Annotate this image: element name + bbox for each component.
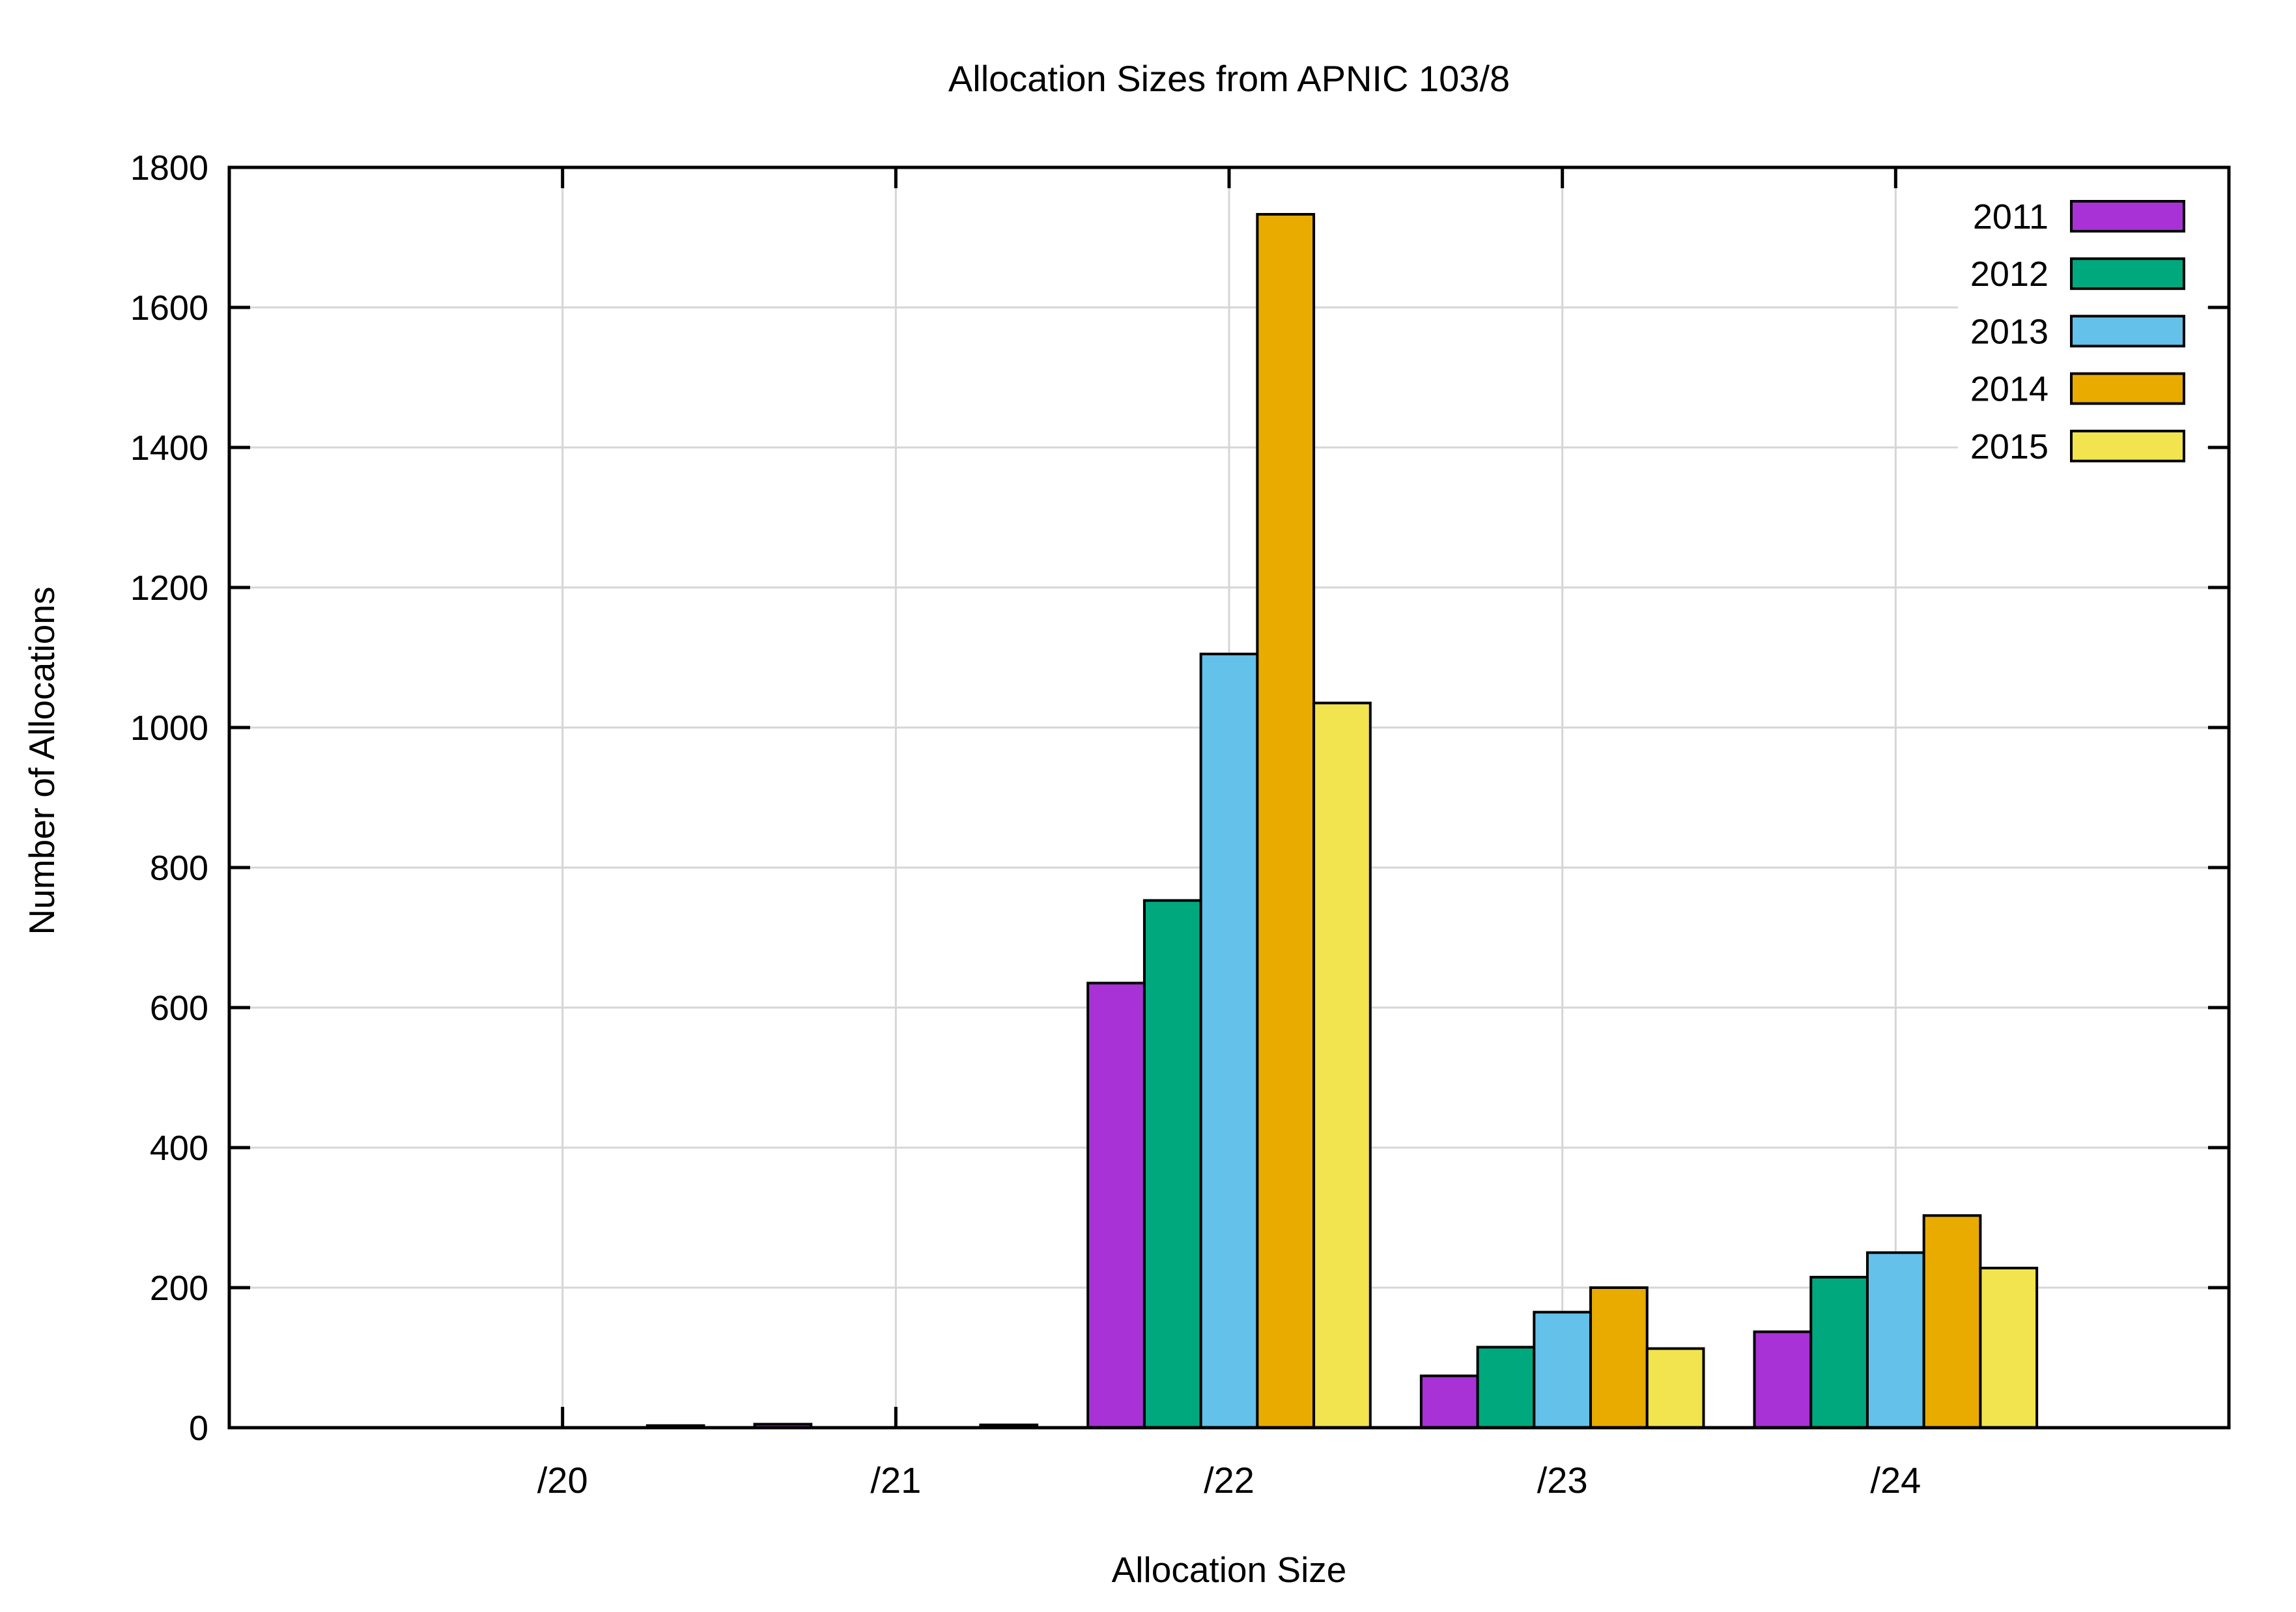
y-tick-label: 1000: [130, 709, 208, 748]
bar-2015-24: [1979, 1266, 2039, 1430]
y-tick-label: 200: [150, 1269, 208, 1308]
legend-label-2015: 2015: [1970, 427, 2048, 466]
bar-2014-22: [1256, 213, 1316, 1429]
bar-2015-22: [1312, 701, 1372, 1429]
y-tick-label: 800: [150, 849, 208, 888]
y-axis-label: Number of Allocations: [21, 586, 62, 935]
legend-swatch-2013: [2070, 315, 2185, 348]
chart-title: Allocation Sizes from APNIC 103/8: [948, 58, 1510, 99]
y-tick-label: 400: [150, 1129, 208, 1168]
legend-label-2013: 2013: [1970, 312, 2048, 351]
bar-2012-24: [1809, 1275, 1869, 1429]
y-tick-label: 1800: [130, 148, 208, 188]
x-tick-label: /22: [1204, 1460, 1254, 1501]
y-tick-label: 600: [150, 989, 208, 1028]
bar-2014-23: [1589, 1286, 1649, 1429]
legend-swatch-2014: [2070, 372, 2185, 405]
x-tick-label: /20: [537, 1460, 588, 1501]
bar-2013-22: [1199, 653, 1259, 1429]
bar-2012-23: [1476, 1346, 1536, 1429]
bar-2011-24: [1753, 1330, 1813, 1429]
bar-2011-23: [1419, 1374, 1479, 1429]
legend-label-2011: 2011: [1973, 197, 2048, 236]
y-tick-label: 1200: [130, 569, 208, 608]
x-tick-label: /23: [1537, 1460, 1588, 1501]
y-tick-label: 0: [189, 1409, 208, 1448]
x-tick-label: /24: [1870, 1460, 1921, 1501]
y-tick-label: 1400: [130, 429, 208, 468]
y-tick-label: 1600: [130, 289, 208, 328]
legend-label-2014: 2014: [1970, 370, 2048, 409]
x-axis-label: Allocation Size: [1111, 1549, 1347, 1590]
plot-border: [227, 165, 2231, 1430]
legend-swatch-2011: [2070, 200, 2185, 233]
bar-2013-23: [1533, 1310, 1593, 1429]
bar-2013-24: [1865, 1251, 1925, 1429]
legend-label-2012: 2012: [1970, 255, 2048, 294]
bar-2014-24: [1922, 1214, 1982, 1430]
legend-swatch-2015: [2070, 429, 2185, 462]
bar-2011-22: [1086, 982, 1146, 1429]
bar-2012-22: [1142, 899, 1202, 1429]
bar-2015-23: [1645, 1347, 1705, 1429]
x-tick-label: /21: [870, 1460, 921, 1501]
legend-swatch-2012: [2070, 257, 2185, 290]
